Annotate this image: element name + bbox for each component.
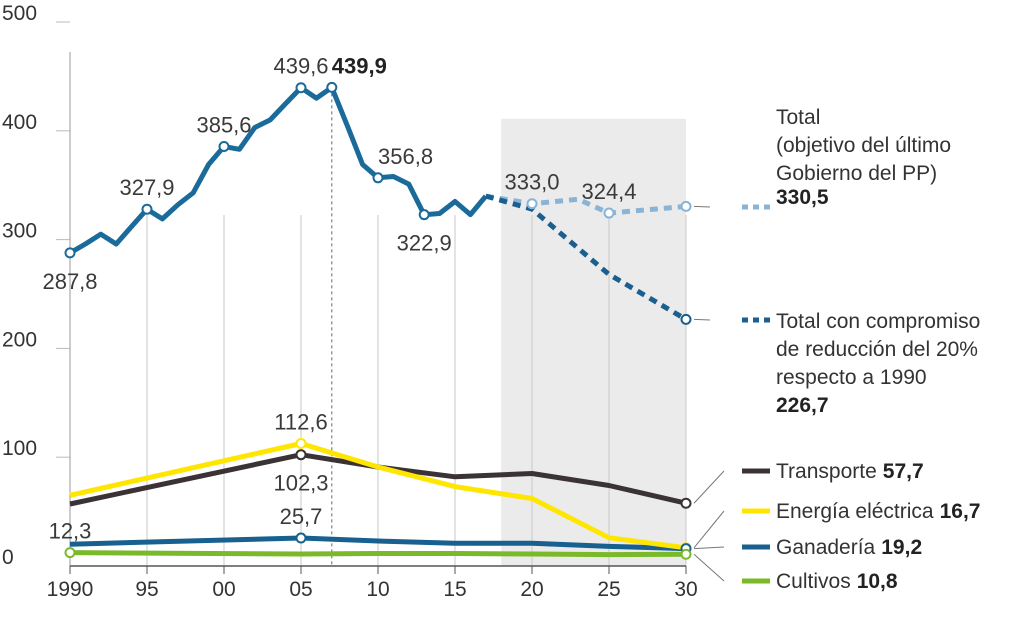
legend-leader-transporte [693,470,725,504]
data-label-102-3: 102,3 [273,471,328,496]
legend-label-total-con-compromiso-de-reduccion-del-20-respecto-a-1990-line-2: de reducción del 20% [776,338,978,361]
data-label-12-3: 12,3 [49,519,92,544]
legend-leader-total-con-compromiso-de-reduccion-del-20-respecto-a-1990 [693,318,711,321]
series-line-total [68,84,488,256]
data-label-439-6: 439,6 [273,54,328,79]
legend-label-total-con-compromiso-de-reduccion-del-20-respecto-a-1990-line-1: Total con compromiso [776,310,980,333]
data-label-333-0: 333,0 [504,170,559,195]
x-tick-label-15: 15 [443,578,466,601]
legend-value-cultivos: 10,8 [857,570,898,593]
legend-label-total-con-compromiso-de-reduccion-del-20-respecto-a-1990-line-3: respecto a 1990 [776,366,927,389]
legend-value-energia-electrica: 16,7 [940,500,981,523]
x-tick-label-10: 10 [366,578,389,601]
marker-energia-electrica-2005 [295,437,307,449]
legend-label-total-objetivo-del-ultimo-gobierno-del-pp-line-2: (objetivo del último [776,134,951,157]
legend-layer: Total (objetivo del último Gobierno del PP… [693,106,981,593]
x-tick-label-95: 95 [135,578,158,601]
data-label-112-6: 112,6 [274,409,327,434]
legend-label-transporte: Transporte [776,460,877,483]
grid-layer [56,21,687,566]
series-line-cultivos [69,550,687,558]
legend-label-ganaderia: Ganadería [776,536,876,559]
legend-leader-total-objetivo-del-ultimo-gobierno-del-pp [693,205,711,208]
marker-transporte-2030 [680,497,692,509]
marker-total-con-compromiso-de-reduccion-del-20-respecto-a-1990-2030 [680,313,692,325]
annotation-layer: 287,8 327,9 385,6 439,6 439,9 356,8 322,9 333,0… [42,53,636,543]
legend-leader-ganaderia [693,546,725,550]
marker-layer [64,81,692,560]
x-tick-label-20: 20 [520,578,543,601]
marker-total-objetivo-del-ultimo-gobierno-del-pp-2030 [680,200,692,212]
series-line-total-con-compromiso-de-reduccion-del-20-respecto-a-1990 [485,193,688,322]
series-line-total-objetivo-del-ultimo-gobierno-del-pp [485,193,687,216]
y-tick-label-400: 400 [2,111,37,134]
data-label-25-7: 25,7 [280,504,323,529]
y-tick-label-100: 100 [2,437,37,460]
legend-label-total-objetivo-del-ultimo-gobierno-del-pp-line-1: Total [776,106,820,129]
marker-total-2005 [295,82,307,94]
y-tick-label-300: 300 [2,220,37,243]
marker-ganaderia-2005 [295,532,307,544]
legend-label-total-objetivo-del-ultimo-gobierno-del-pp-line-3: Gobierno del PP) [776,162,937,185]
marker-total-1990 [64,247,76,259]
legend-label-energia-electrica: Energía eléctrica [776,500,934,523]
y-tick-label-500: 500 [2,2,37,25]
axis-layer: 0 100 200 300 400 500 1990 95 00 05 10 15 20 25 30 [2,2,698,601]
marker-total-objetivo-del-ultimo-gobierno-del-pp-2025 [603,207,615,219]
legend-label-cultivos: Cultivos [776,570,851,593]
marker-transporte-2005 [295,449,307,461]
legend-leader-energia-electrica [693,510,725,549]
legend-value-transporte: 57,7 [883,460,924,483]
marker-total-1995 [141,203,153,215]
marker-cultivos-2030 [680,548,692,560]
marker-total-2010 [372,172,384,184]
legend-leader-cultivos [693,553,725,582]
x-tick-label-1990: 1990 [47,578,94,601]
x-tick-label-25: 25 [597,578,620,601]
x-tick-label-00: 00 [212,578,235,601]
data-label-439-9: 439,9 [332,53,387,78]
legend-value-ganaderia: 19,2 [881,536,922,559]
data-label-324-4: 324,4 [581,179,636,204]
legend-value-total-con-compromiso-de-reduccion-del-20-respecto-a-1990: 226,7 [776,394,829,417]
marker-total-objetivo-del-ultimo-gobierno-del-pp-2020 [526,198,538,210]
marker-total-2007 [326,81,338,93]
marker-total-2013 [418,209,430,221]
x-tick-label-30: 30 [674,578,697,601]
legend-value-total-objetivo-del-ultimo-gobierno-del-pp: 330,5 [776,186,829,209]
x-tick-label-05: 05 [289,578,312,601]
marker-cultivos-1990 [64,547,76,559]
data-label-385-6: 385,6 [196,112,251,137]
data-label-356-8: 356,8 [378,144,433,169]
y-tick-label-0: 0 [2,546,14,569]
data-label-327-9: 327,9 [119,175,174,200]
marker-total-2000 [218,140,230,152]
data-label-322-9: 322,9 [397,231,452,256]
y-tick-label-200: 200 [2,328,37,351]
data-label-287-8: 287,8 [42,269,97,294]
